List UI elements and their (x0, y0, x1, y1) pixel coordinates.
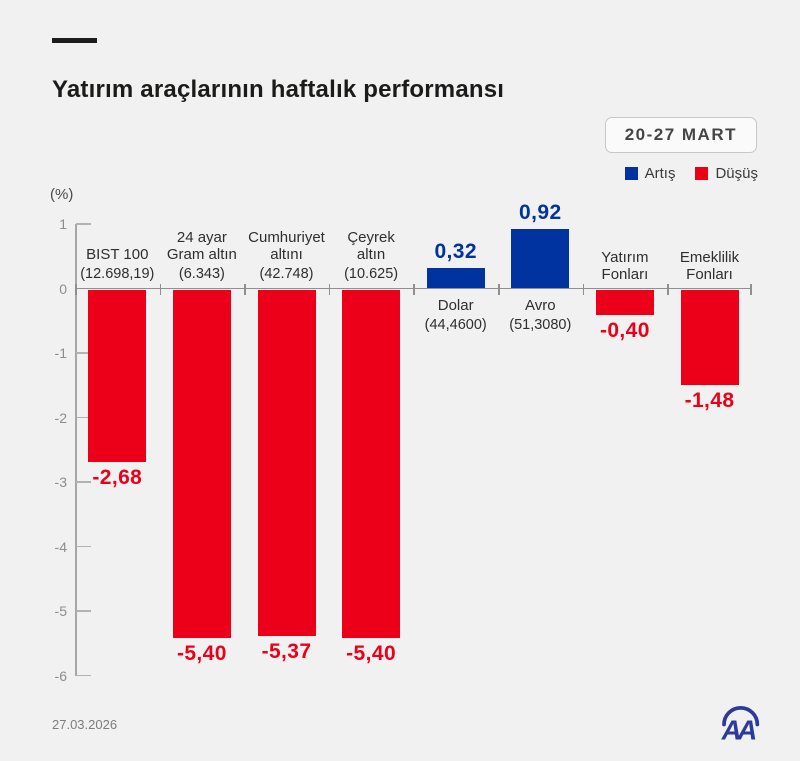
bar-value-label: -2,68 (92, 466, 143, 490)
y-axis-tick (76, 223, 91, 225)
baseline-category-tick (498, 283, 500, 295)
bar-chart: 1 0 -1 -2 -3 -4 -5 -6 BIST 100 (12.698,19) -2,68 24… (55, 201, 752, 684)
baseline-category-tick (159, 283, 162, 295)
bar-decrease (172, 289, 231, 638)
category-detail-value: (42.748) (259, 265, 314, 282)
y-axis-tick-label: -5 (54, 603, 67, 619)
y-axis-tick-label: 0 (59, 280, 67, 297)
baseline-category-tick (244, 283, 246, 295)
y-axis-tick (76, 610, 91, 612)
chart-legend: Artış Düşüş (624, 165, 758, 182)
y-axis-tick-label: -4 (54, 538, 67, 555)
category-label: 24 ayar Gram altın (6.343) (150, 229, 254, 283)
baseline-category-tick (328, 283, 331, 295)
category-detail-value: (51,3080) (509, 316, 572, 333)
bar-value-label: -5,40 (346, 641, 397, 665)
y-axis-tick-label: -1 (54, 345, 67, 361)
bar-decrease (342, 289, 401, 638)
category-detail-value: (10.625) (344, 265, 399, 282)
category-label: BIST 100 (12.698,19) (65, 246, 169, 283)
category-detail-value: (12.698,19) (80, 265, 155, 282)
page-title: Yatırım araçlarının haftalık performansı (52, 76, 505, 104)
bar-value-label: -5,37 (261, 639, 312, 663)
y-axis-tick (76, 416, 91, 419)
svg-text:A: A (721, 715, 742, 746)
y-axis-line (75, 224, 77, 676)
category-label: Yatırım Fonları (601, 248, 649, 283)
y-axis-tick (76, 352, 91, 354)
category-label: Dolar (44,4600) (404, 297, 508, 334)
bar-value-label: -5,40 (176, 641, 227, 665)
legend-item-decrease: Düşüş (695, 165, 758, 182)
baseline-category-tick (413, 283, 415, 295)
baseline-category-tick (667, 283, 669, 295)
y-axis-tick-label: -6 (54, 667, 67, 684)
legend-increase-label: Artış (644, 165, 676, 182)
category-label: Emeklilik Fonları (679, 248, 740, 283)
baseline-category-tick (582, 283, 585, 295)
baseline-category-tick (75, 283, 77, 295)
y-axis-tick-label: -3 (54, 474, 67, 490)
bar-value-label: 0,32 (434, 239, 477, 263)
y-axis-unit-label: (%) (50, 186, 74, 203)
date-range-badge: 20-27 MART (604, 117, 757, 153)
legend-item-increase: Artış (624, 165, 676, 182)
category-label: Avro (51,3080) (488, 297, 592, 334)
y-axis-tick (76, 545, 91, 548)
bar-value-label: -0,40 (599, 319, 650, 343)
legend-decrease-label: Düşüş (715, 165, 758, 182)
decrease-swatch-icon (695, 167, 709, 180)
title-accent-dash (52, 38, 97, 43)
bar-decrease (88, 289, 147, 463)
bar-increase (426, 267, 485, 289)
bar-value-label: -1,48 (684, 388, 735, 412)
publication-date: 27.03.2026 (52, 717, 118, 732)
increase-swatch-icon (624, 167, 638, 180)
y-axis-tick (76, 481, 91, 483)
category-label: Çeyrek altın (10.625) (319, 229, 423, 283)
bar-decrease (680, 289, 739, 385)
bar-increase (511, 229, 570, 289)
category-detail-value: (44,4600) (424, 316, 487, 333)
bar-value-label: 0,92 (519, 201, 562, 225)
y-axis-tick-label: -2 (54, 409, 67, 426)
baseline-category-tick (750, 283, 752, 295)
bar-decrease (595, 289, 654, 316)
y-axis-tick (76, 674, 91, 677)
aa-anadolu-agency-logo-icon: A A (714, 696, 764, 753)
category-detail-value: (6.343) (178, 265, 225, 282)
category-label: Cumhuriyet altını (42.748) (235, 229, 339, 283)
bar-decrease (257, 289, 316, 636)
svg-text:A: A (736, 715, 757, 746)
y-axis-tick-label: 1 (59, 216, 67, 232)
